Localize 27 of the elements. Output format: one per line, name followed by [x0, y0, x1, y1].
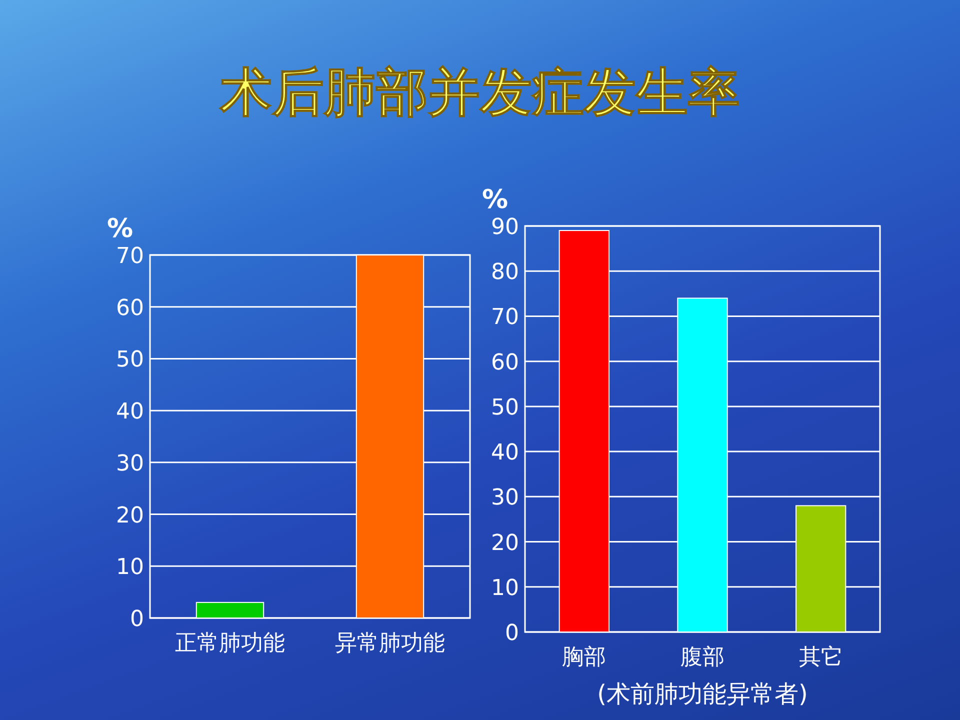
y-tick-label: 0 — [505, 621, 519, 646]
y-tick-label: 30 — [491, 486, 519, 511]
y-tick-label: 60 — [116, 296, 144, 321]
x-tick-label: 正常肺功能 — [175, 631, 285, 656]
y-axis-title: % — [482, 185, 508, 215]
y-tick-label: 30 — [116, 451, 144, 476]
x-axis-title: (术前肺功能异常者) — [597, 680, 808, 708]
x-tick-label: 异常肺功能 — [335, 631, 445, 656]
y-tick-label: 90 — [491, 215, 519, 240]
y-tick-label: 50 — [116, 348, 144, 373]
y-tick-label: 50 — [491, 395, 519, 420]
y-tick-label: 40 — [491, 440, 519, 466]
chart-title: 术后肺部并发症发生率 — [219, 63, 740, 123]
y-tick-label: 70 — [491, 305, 519, 330]
y-tick-label: 20 — [491, 530, 519, 556]
x-tick-label: 其它 — [798, 645, 843, 670]
x-tick-label: 胸部 — [562, 645, 606, 670]
y-tick-label: 80 — [491, 260, 519, 286]
y-tick-label: 10 — [116, 555, 144, 580]
y-tick-label: 20 — [116, 503, 144, 528]
y-tick-label: 60 — [491, 350, 519, 376]
y-axis-title: % — [106, 214, 134, 244]
y-tick-label: 10 — [491, 576, 519, 601]
y-tick-label: 70 — [116, 244, 144, 269]
y-tick-label: 0 — [130, 607, 144, 632]
x-tick-label: 腹部 — [680, 645, 724, 670]
y-tick-label: 40 — [116, 400, 144, 425]
